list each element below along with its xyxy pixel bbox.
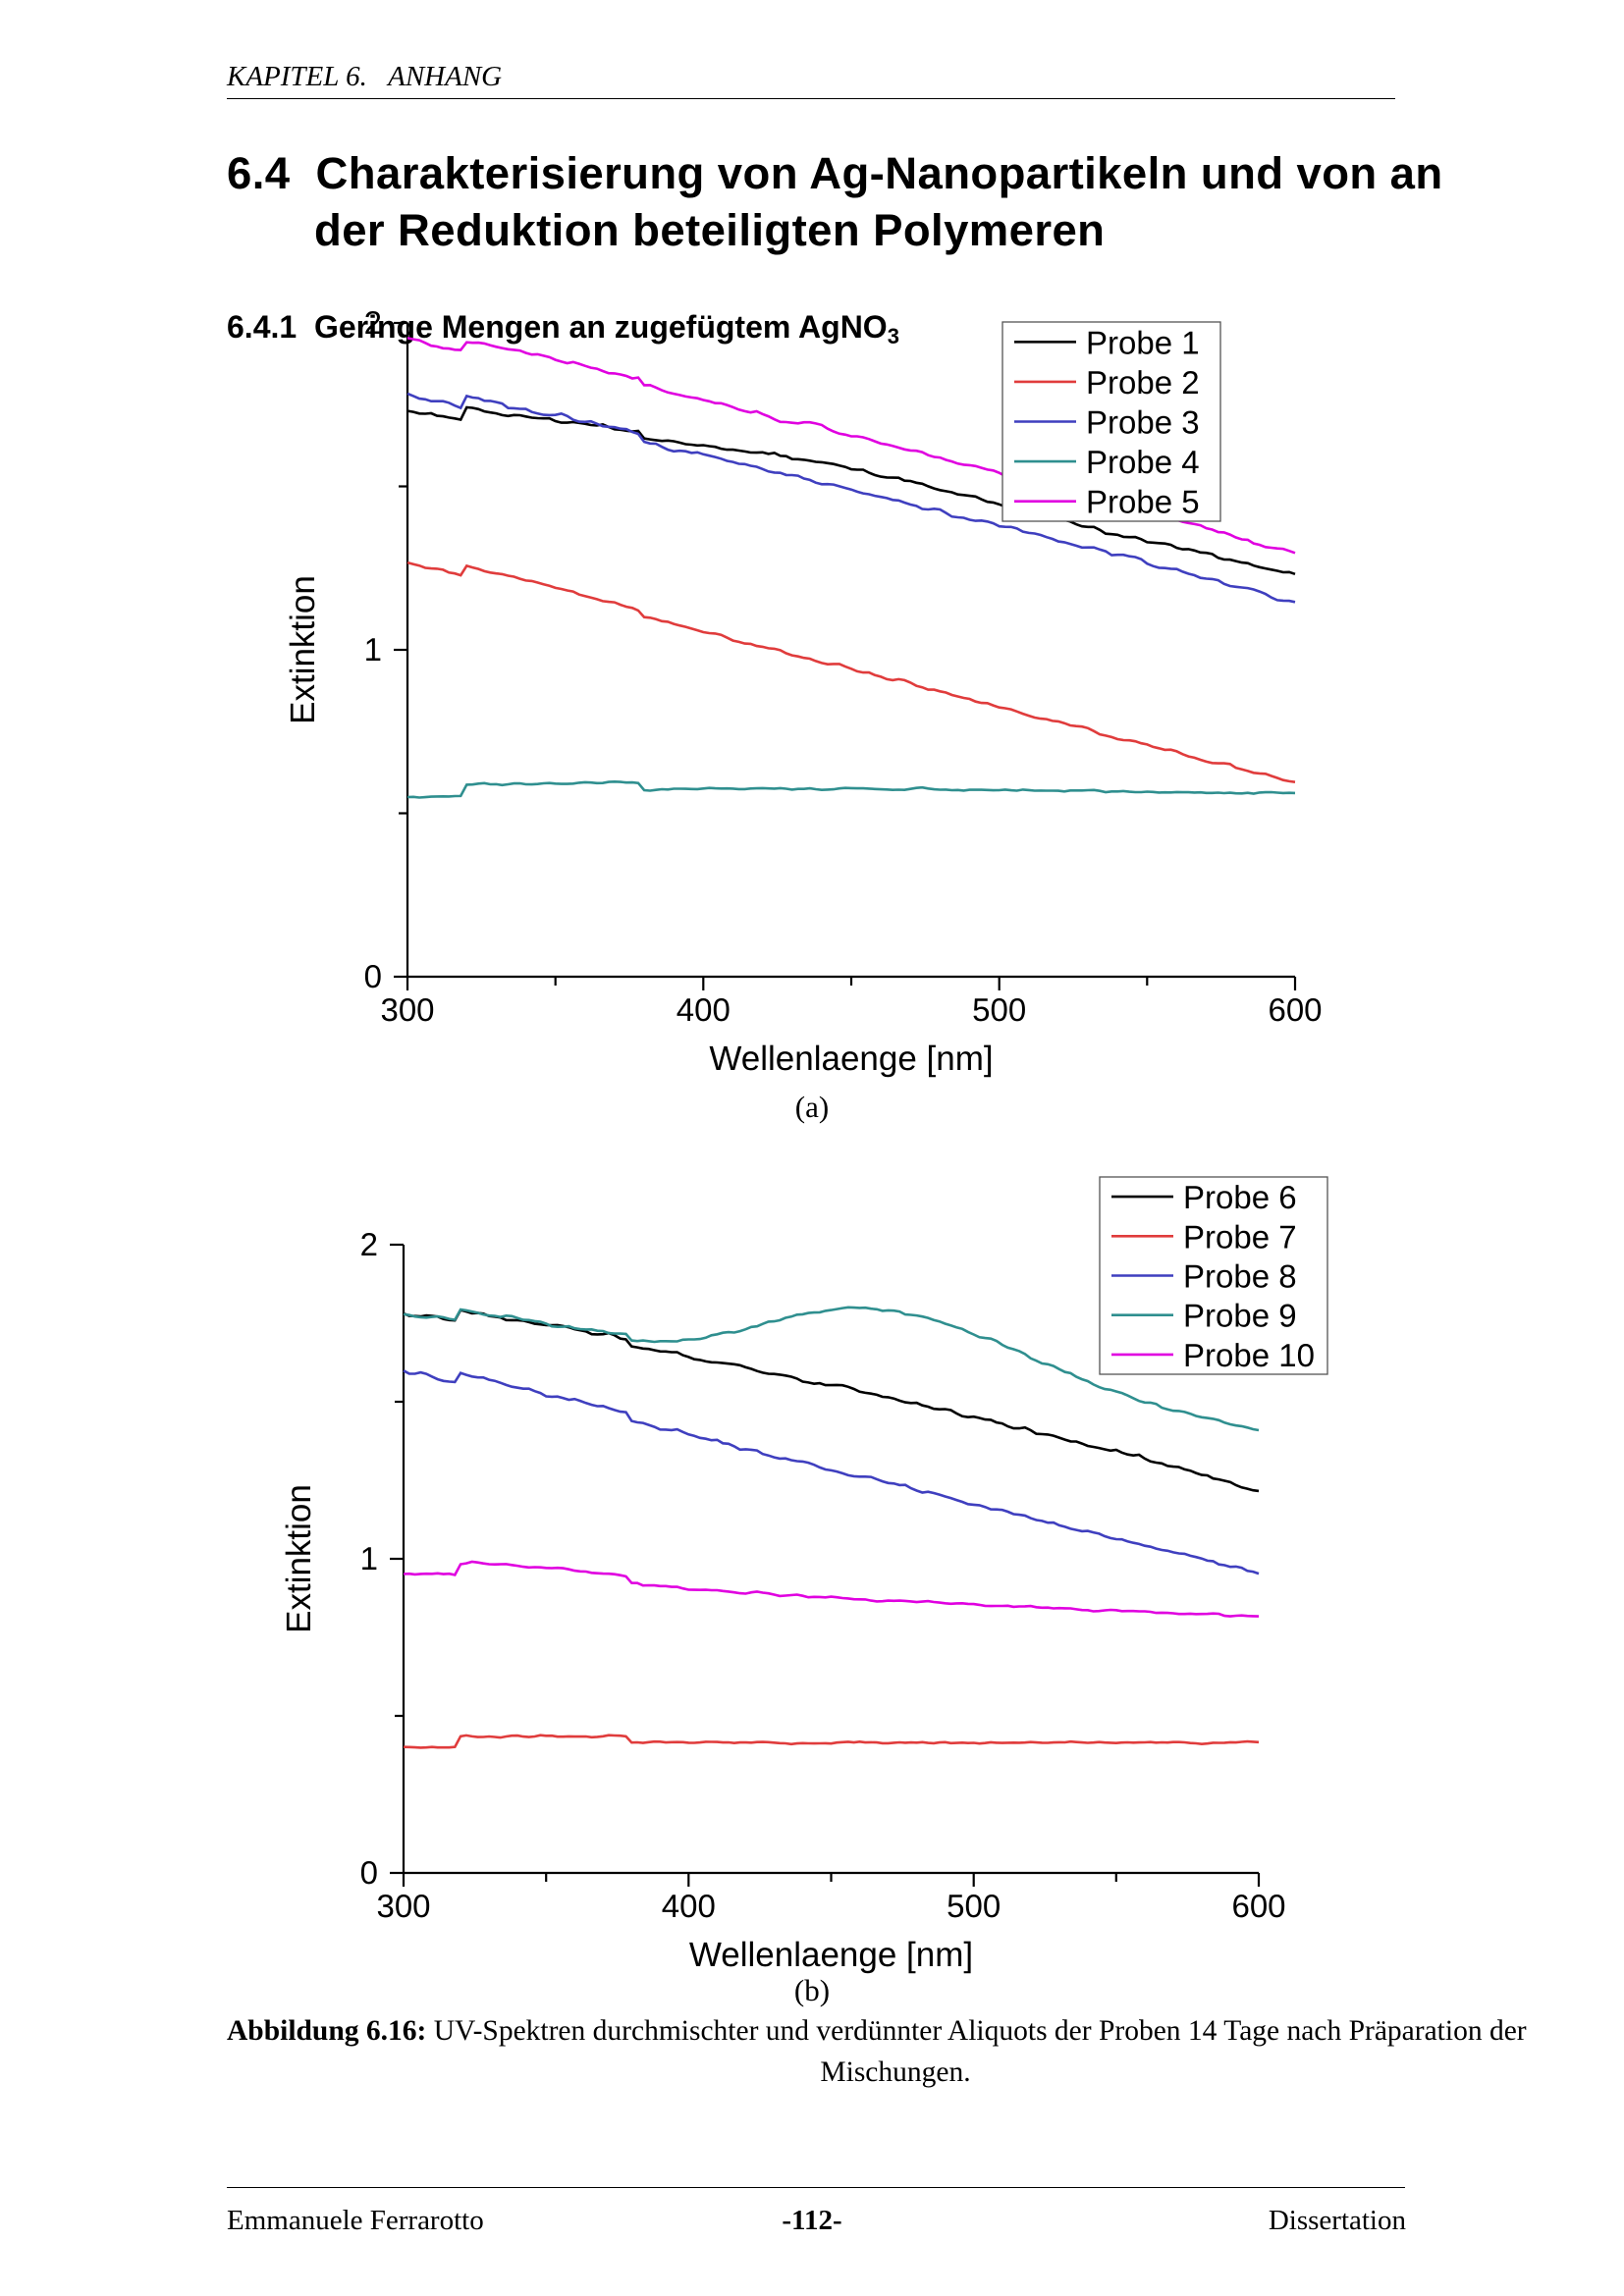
svg-text:400: 400 bbox=[662, 1888, 716, 1924]
svg-text:500: 500 bbox=[947, 1888, 1001, 1924]
svg-text:Extinktion: Extinktion bbox=[280, 1484, 318, 1633]
svg-text:Probe 10: Probe 10 bbox=[1183, 1337, 1315, 1373]
svg-text:Wellenlaenge [nm]: Wellenlaenge [nm] bbox=[689, 1936, 973, 1974]
svg-text:Probe 7: Probe 7 bbox=[1183, 1218, 1297, 1255]
svg-text:1: 1 bbox=[360, 1540, 378, 1576]
svg-text:600: 600 bbox=[1231, 1888, 1285, 1924]
svg-text:0: 0 bbox=[360, 1854, 378, 1891]
svg-text:Probe 6: Probe 6 bbox=[1183, 1179, 1297, 1215]
svg-text:Probe 9: Probe 9 bbox=[1183, 1298, 1297, 1334]
svg-text:300: 300 bbox=[376, 1888, 430, 1924]
svg-text:Probe 8: Probe 8 bbox=[1183, 1258, 1297, 1295]
svg-text:2: 2 bbox=[360, 1226, 378, 1262]
